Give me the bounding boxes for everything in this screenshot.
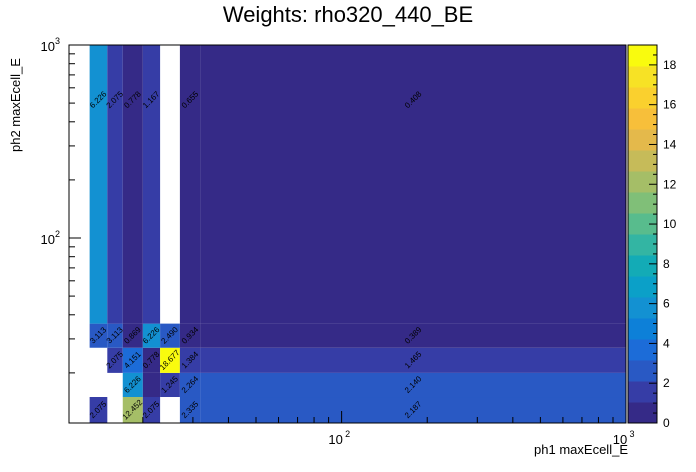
heatmap-cell (122, 372, 143, 398)
y-tick-label-exponent: 2 (55, 229, 60, 239)
x-tick-label: 10 (328, 432, 342, 447)
colorbar-tick-label: 18 (663, 58, 677, 72)
colorbar-swatch (628, 255, 657, 277)
heatmap-cell (122, 397, 143, 423)
heatmap-cells (89, 45, 626, 423)
heatmap-cell (142, 397, 161, 423)
colorbar-swatch (628, 171, 657, 193)
colorbar-swatch (628, 108, 657, 130)
colorbar-swatch (628, 45, 657, 67)
x-tick-label-exponent: 2 (345, 429, 350, 439)
colorbar-tick-label: 12 (663, 177, 677, 191)
heatmap-cell (142, 347, 161, 373)
colorbar-tick-label: 14 (663, 137, 677, 151)
heatmap-cell (122, 323, 143, 348)
x-tick-label: 10 (613, 432, 627, 447)
heatmap-cell (179, 372, 201, 398)
heatmap-cell (200, 397, 626, 423)
heatmap-cell (107, 45, 123, 324)
colorbar-swatch (628, 213, 657, 235)
x-tick-label-exponent: 3 (629, 429, 634, 439)
heatmap-cell (107, 323, 123, 348)
colorbar-tick-label: 0 (663, 416, 670, 430)
colorbar-swatch (628, 339, 657, 361)
heatmap-cell (160, 372, 180, 398)
colorbar-swatch (628, 402, 657, 424)
heatmap-cell (89, 45, 108, 324)
colorbar-swatch (628, 318, 657, 340)
colorbar-swatch (628, 234, 657, 256)
chart-title: Weights: rho320_440_BE (222, 2, 474, 27)
heatmap-cell (200, 45, 626, 324)
heatmap-cell (142, 323, 161, 348)
y-tick-label: 10 (41, 39, 55, 54)
heatmap-cell (107, 347, 123, 373)
heatmap-cell (200, 323, 626, 348)
colorbar-swatch (628, 360, 657, 382)
y-axis-label: ph2 maxEcell_E (8, 58, 23, 152)
plot-frame (68, 44, 627, 424)
heatmap-cell (160, 323, 180, 348)
colorbar-tick-label: 4 (663, 336, 670, 350)
colorbar-swatch (628, 297, 657, 319)
heatmap-cell (89, 323, 108, 348)
heatmap-cell (179, 45, 201, 324)
y-tick-label-exponent: 3 (55, 36, 60, 46)
heatmap-cell (122, 45, 143, 324)
heatmap-cell (200, 372, 626, 398)
colorbar-swatch (628, 381, 657, 403)
heatmap-cell (179, 397, 201, 423)
colorbar-tick-label: 8 (663, 257, 670, 271)
heatmap-cell (160, 347, 180, 373)
heatmap-cell (122, 347, 143, 373)
heatmap-cell (200, 347, 626, 373)
colorbar-swatch (628, 276, 657, 298)
colorbar: 0 2 4 6 8 10 12 14 16 18 (627, 44, 677, 430)
heatmap-cell (142, 45, 161, 324)
colorbar-tick-label: 10 (663, 217, 677, 231)
colorbar-swatch (628, 129, 657, 151)
heatmap-cell (179, 323, 201, 348)
heatmap-cell (142, 372, 161, 398)
colorbar-tick-label: 16 (663, 98, 677, 112)
colorbar-swatch (628, 87, 657, 109)
heatmap-cell (179, 347, 201, 373)
x-axis-label: ph1 maxEcell_E (534, 442, 628, 457)
colorbar-swatch (628, 66, 657, 88)
heatmap-cell (89, 397, 108, 423)
colorbar-swatch (628, 192, 657, 214)
colorbar-tick-label: 2 (663, 376, 670, 390)
axis-ticks: 10 2 10 310 210 3 (41, 36, 635, 447)
colorbar-tick-label: 6 (663, 297, 670, 311)
colorbar-swatch (628, 150, 657, 172)
y-tick-label: 10 (41, 232, 55, 247)
